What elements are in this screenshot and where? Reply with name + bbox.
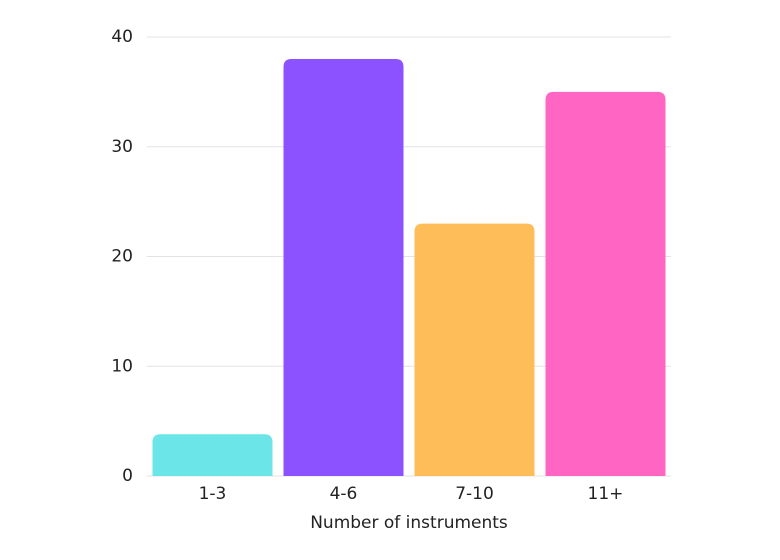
bar bbox=[414, 223, 535, 476]
y-tick-label: 40 bbox=[111, 27, 133, 47]
y-tick-label: 20 bbox=[111, 247, 133, 267]
x-tick-label: 1-3 bbox=[199, 484, 227, 504]
y-tick-label: 0 bbox=[122, 466, 133, 486]
y-tick-label: 30 bbox=[111, 137, 133, 157]
bar bbox=[283, 58, 404, 476]
x-axis-label: Number of instruments bbox=[310, 513, 508, 533]
x-tick-label: 7-10 bbox=[455, 484, 494, 504]
x-tick-label: 4-6 bbox=[330, 484, 358, 504]
y-tick-label: 10 bbox=[111, 356, 133, 376]
bar bbox=[152, 434, 273, 476]
x-tick-label: 11+ bbox=[588, 484, 624, 504]
bar bbox=[545, 91, 666, 476]
